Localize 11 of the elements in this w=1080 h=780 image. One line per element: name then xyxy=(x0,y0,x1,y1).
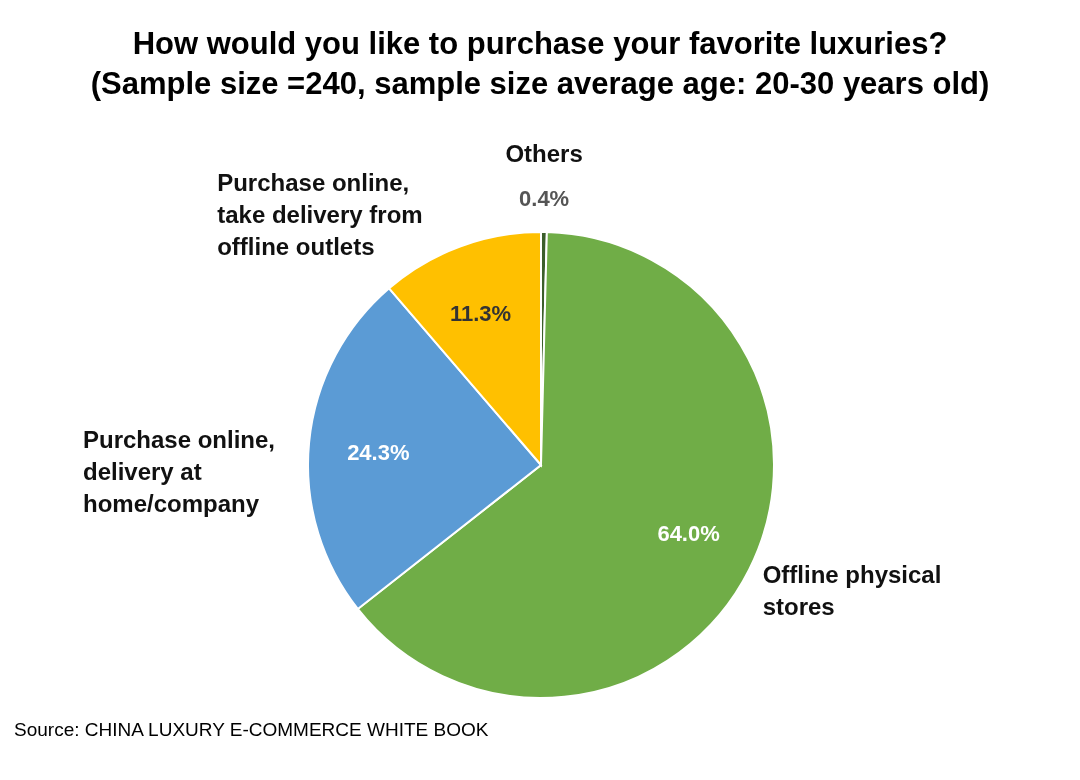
data-label: 11.3% xyxy=(449,300,512,326)
slice-label: Purchase online, delivery at home/company xyxy=(82,425,276,517)
data-label: 64.0% xyxy=(657,521,720,547)
chart-subtitle: (Sample size =240, sample size average age: 20-30 years old) xyxy=(90,66,990,101)
source-note: Source: CHINA LUXURY E-COMMERCE WHITE BOOK xyxy=(14,719,489,740)
data-label: 0.4% xyxy=(519,186,570,212)
slice-label: Others xyxy=(505,140,583,168)
chart-title: How would you like to purchase your favorite luxuries? xyxy=(132,26,948,61)
slice-label: Purchase online, take delivery from offline outlets xyxy=(217,169,423,261)
slice-label: Offline physical stores xyxy=(762,561,942,621)
data-label: 24.3% xyxy=(347,440,410,466)
